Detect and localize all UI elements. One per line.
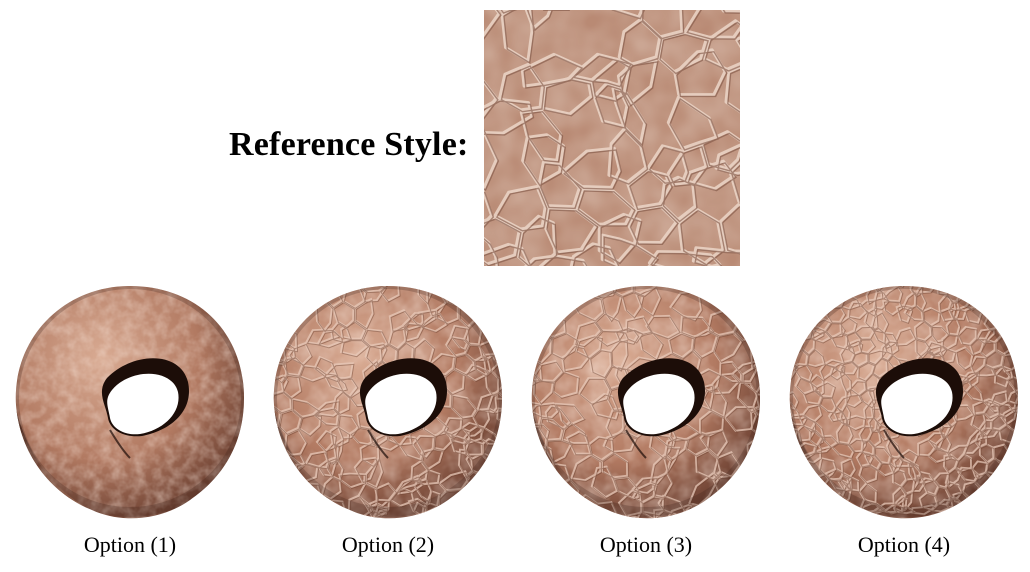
option-3-torus-image bbox=[531, 286, 761, 519]
reference-texture-image bbox=[484, 10, 740, 266]
option-1-torus-image bbox=[15, 286, 245, 519]
option-2: Option (2) bbox=[270, 280, 506, 570]
option-2-torus-image bbox=[273, 286, 503, 519]
reference-style-label: Reference Style: bbox=[229, 126, 469, 163]
option-4-torus-image bbox=[789, 286, 1019, 519]
option-1: Option (1) bbox=[12, 280, 248, 570]
option-3: Option (3) bbox=[528, 280, 764, 570]
option-4-label: Option (4) bbox=[857, 532, 951, 557]
option-2-label: Option (2) bbox=[341, 532, 435, 557]
option-1-label: Option (1) bbox=[83, 532, 177, 557]
option-4: Option (4) bbox=[786, 280, 1022, 570]
option-3-label: Option (3) bbox=[599, 532, 693, 557]
